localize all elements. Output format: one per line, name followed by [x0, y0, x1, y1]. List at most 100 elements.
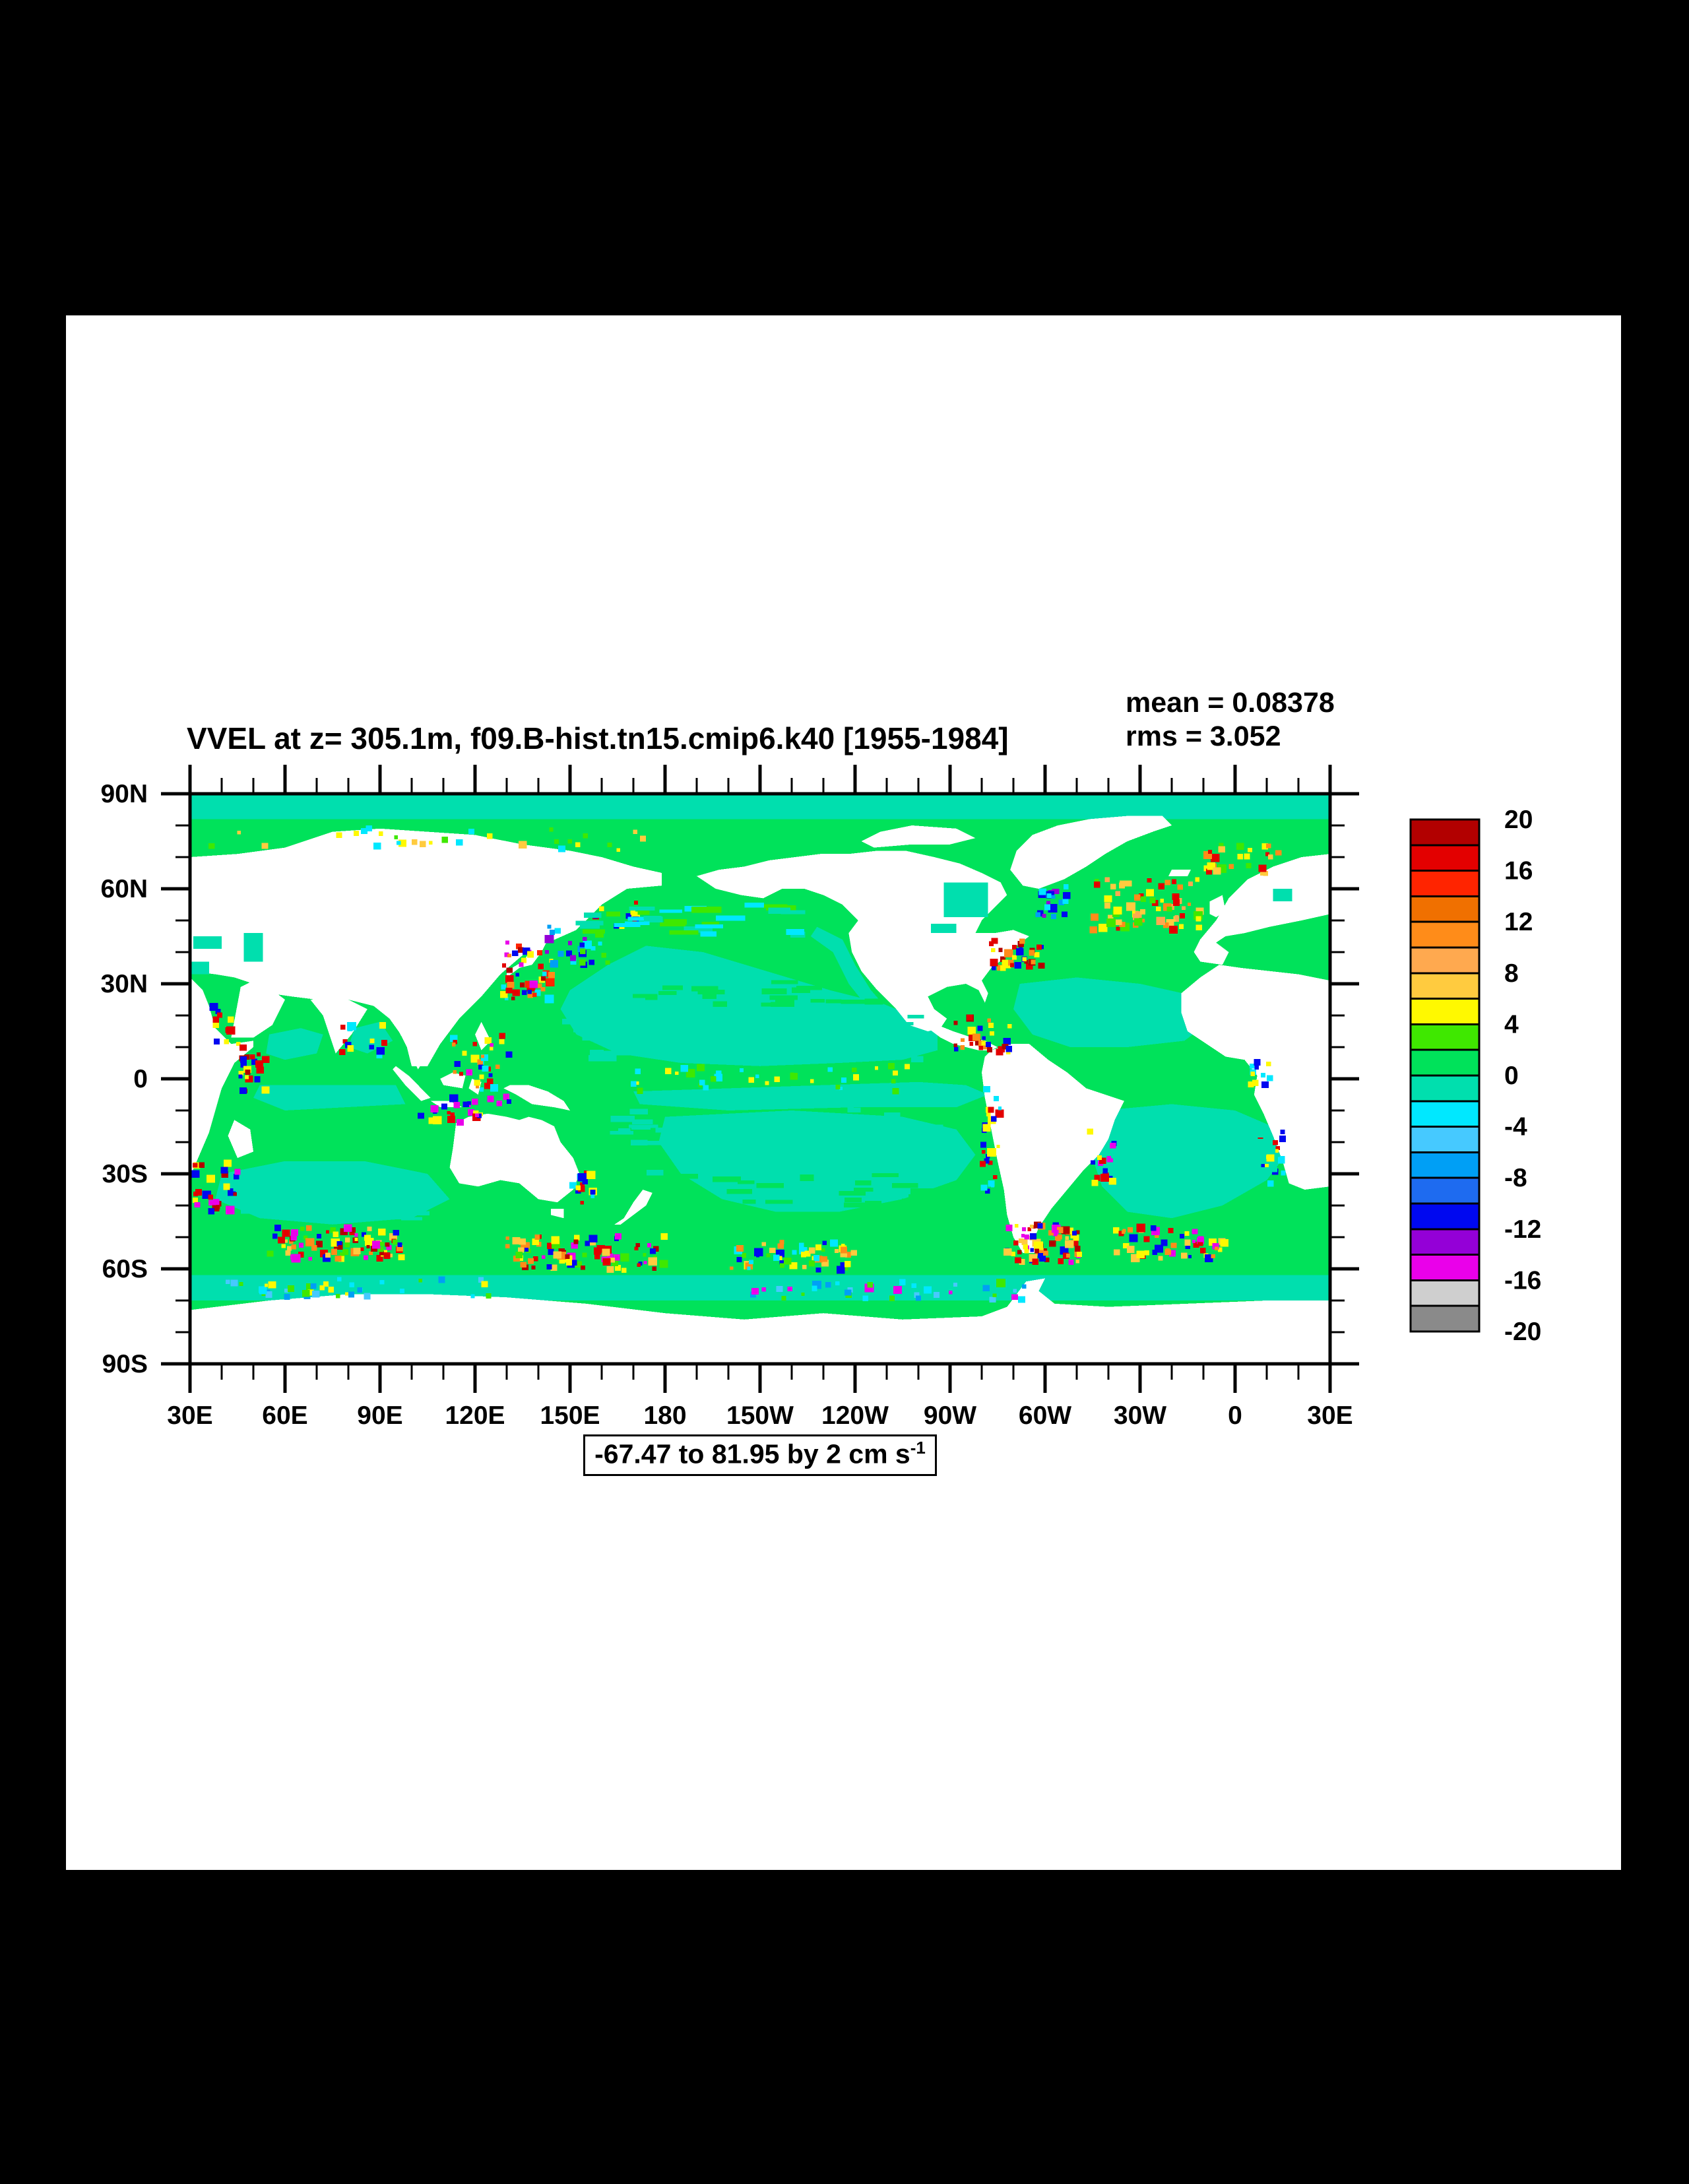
speckle-caribbean [987, 1047, 992, 1053]
speckle-arctic-coast [398, 839, 407, 847]
speckle-s-indian-storm [298, 1242, 304, 1248]
speckle-eq-pacific [680, 1065, 689, 1072]
speckle-benguela [1281, 1171, 1286, 1176]
speckle-somali [251, 1058, 258, 1066]
inland-sea [943, 882, 988, 918]
speckle-eq-pacific [664, 1068, 672, 1075]
speckle-indo-throughflow [462, 1101, 470, 1108]
speckle-s-atlantic [1155, 1233, 1159, 1238]
speckle-n-pac-texture [644, 916, 663, 923]
colorbar-label: 8 [1504, 959, 1519, 988]
colorbar-label: 20 [1504, 806, 1533, 834]
speckle-eq-pacific [790, 1073, 798, 1080]
speckle-bengal-coast [342, 1039, 348, 1044]
speckle-s-indian-storm [362, 1232, 366, 1237]
speckle-npac-green-streaks [691, 986, 718, 992]
speckle-s-pac-mid [779, 1263, 784, 1268]
speckle-ind-streaks-s [352, 1207, 373, 1212]
speckle-atl-streaks-s [1188, 1163, 1201, 1170]
speckle-drake-malvinas [1021, 1238, 1028, 1245]
speckle-n-pac-texture [669, 930, 699, 935]
speckle-drake-malvinas [1048, 1230, 1054, 1236]
speckle-s-aus-nz [534, 1235, 540, 1240]
speckle-atl-streaks-s [1250, 1139, 1272, 1143]
inland-sea [190, 961, 209, 975]
speckle-gulf-stream [1009, 963, 1015, 967]
speckle-s-indian-storm [389, 1233, 398, 1241]
speckle-s-indian-storm [364, 1235, 371, 1241]
speckle-n-pac-texture [629, 907, 655, 911]
land-africa-west [1181, 965, 1330, 1190]
speckle-se-asia-seas [479, 1074, 484, 1079]
speckle-benguela [1273, 1140, 1278, 1145]
speckle-pac-streaks-n [770, 1041, 791, 1048]
land-europe [1194, 854, 1330, 965]
speckle-n-atl-subpolar [1156, 916, 1165, 925]
speckle-s-atlantic [1205, 1254, 1213, 1262]
speckle-s-indian-storm [393, 1239, 398, 1245]
speckle-s-aus-nz [565, 1259, 573, 1266]
speckle-red-sea [214, 1039, 220, 1044]
speckle-norwegian [1206, 868, 1213, 875]
speckle-gulf-stream [1017, 940, 1025, 947]
speckle-spac-green-streaks [669, 1173, 698, 1179]
speckle-labrador [1046, 893, 1052, 898]
speckle-pac-streaks-s [631, 1119, 653, 1124]
speckle-kuroshio [505, 975, 514, 983]
y-tick-label: 30N [100, 970, 148, 998]
ocean-patch [190, 794, 1330, 819]
speckle-peru-chile [985, 1188, 990, 1194]
speckle-gulf-stream [1000, 965, 1006, 971]
speckle-antarctic-coast-w [787, 1286, 792, 1292]
colorbar-cell [1409, 946, 1481, 975]
speckle-s-indian-storm [298, 1252, 304, 1258]
land-eurasia [190, 828, 662, 1066]
speckle-s-aus-nz [652, 1266, 657, 1271]
speckle-s-aus-nz [648, 1257, 657, 1266]
speckle-s-aus-nz [542, 1255, 546, 1259]
speckle-oyashio [550, 930, 556, 936]
speckle-kuroshio [516, 943, 522, 949]
speckle-atl-streaks-s [1112, 1163, 1142, 1167]
speckle-se-asia-seas [453, 1070, 457, 1074]
speckle-s-aus-nz [526, 1248, 531, 1254]
speckle-oyashio [589, 959, 594, 965]
speckle-pac-streaks-s [726, 1145, 749, 1151]
speckle-eq-pacific [852, 1074, 860, 1081]
speckle-pac-streaks-n [573, 1029, 594, 1033]
speckle-somali [244, 1075, 249, 1079]
colorbar-cell [1409, 998, 1481, 1025]
speckle-s-pac-mid [844, 1251, 852, 1258]
speckle-se-asia-seas [482, 1065, 489, 1072]
speckle-npac-green-streaks [769, 995, 798, 1000]
speckle-s-indian-storm [336, 1240, 342, 1246]
speckle-labrador [1035, 912, 1040, 917]
speckle-east-australia [580, 1182, 585, 1187]
speckle-agulhas [193, 1192, 198, 1197]
speckle-arctic-coast [261, 843, 269, 849]
speckle-s-pac-mid [844, 1266, 848, 1271]
speckle-atl-streaks-s [1227, 1138, 1240, 1143]
speckle-indo-throughflow [456, 1118, 464, 1126]
speckle-drake-malvinas [1044, 1257, 1050, 1262]
ocean-patch [560, 946, 938, 1066]
speckle-n-atl-subpolar [1119, 921, 1126, 927]
speckle-n-atl-subpolar [1133, 918, 1143, 926]
speckle-s-pac-mid [809, 1247, 815, 1254]
speckle-s-aus-nz [660, 1233, 668, 1240]
speckle-antarctic-coast-e [225, 1279, 230, 1284]
speckle-somali [239, 1044, 247, 1051]
speckle-agulhas [191, 1170, 200, 1178]
speckle-ind-streaks-s [327, 1211, 354, 1216]
speckle-drake-malvinas [1013, 1240, 1019, 1246]
speckle-s-indian-storm [311, 1245, 317, 1251]
speckle-s-atlantic [1161, 1239, 1168, 1246]
speckle-caribbean [960, 1045, 965, 1050]
speckle-bengal-coast [376, 1047, 385, 1055]
speckle-east-australia [569, 1182, 577, 1189]
speckle-eq-pacific [790, 1072, 794, 1076]
speckle-antarctic-coast-e [336, 1293, 340, 1299]
speckle-peru-chile [998, 1107, 1002, 1110]
speckle-caribbean [972, 1033, 980, 1041]
speckle-pac-streaks-s [893, 1121, 919, 1128]
